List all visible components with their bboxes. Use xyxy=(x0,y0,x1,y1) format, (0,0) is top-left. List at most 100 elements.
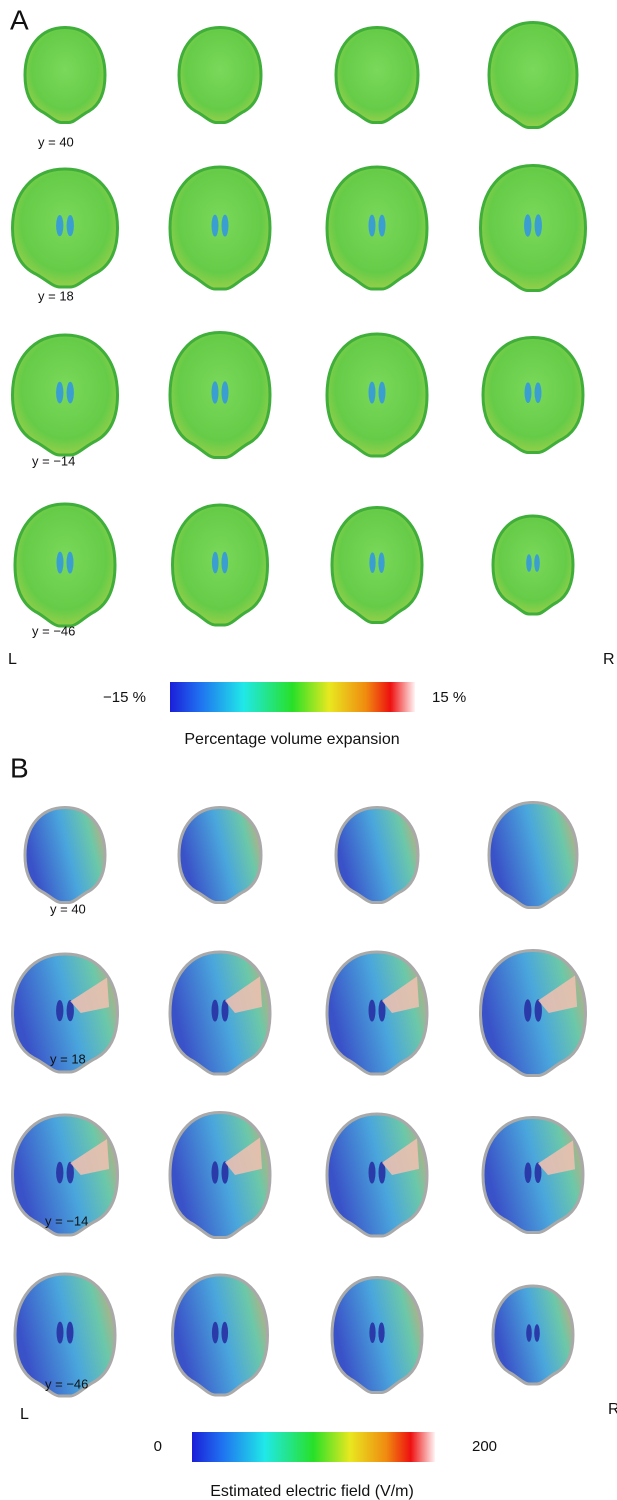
ventricle xyxy=(534,554,540,572)
brain-slice xyxy=(15,1274,115,1396)
brain-outline xyxy=(15,1274,115,1396)
brain-slice xyxy=(170,952,270,1074)
brain-slice xyxy=(327,334,427,456)
row-label: y = −14 xyxy=(45,1213,88,1228)
brain-slice xyxy=(481,166,586,291)
ventricle xyxy=(66,1321,74,1344)
brain-slice xyxy=(336,808,418,903)
ventricle xyxy=(221,999,229,1022)
ventricle xyxy=(221,1161,229,1184)
ventricle xyxy=(56,1000,64,1022)
ventricle xyxy=(211,551,219,574)
row-label: y = 18 xyxy=(50,1051,86,1066)
brain-outline xyxy=(481,166,586,291)
ventricle xyxy=(534,382,542,404)
row-label: y = 18 xyxy=(38,288,74,303)
brain-images xyxy=(13,23,586,1397)
row-label: y = −14 xyxy=(32,453,75,468)
ventricle xyxy=(211,999,219,1022)
colorbar-min: −15 % xyxy=(103,689,146,706)
brain-outline xyxy=(336,808,418,903)
brain-slice xyxy=(170,1113,270,1238)
ventricle xyxy=(66,551,74,574)
ventricle xyxy=(378,1161,386,1184)
brain-outline xyxy=(483,338,583,453)
brain-slice xyxy=(327,1114,427,1236)
field-hotspot xyxy=(70,1139,110,1175)
ventricle xyxy=(221,1321,229,1344)
row-label: y = 40 xyxy=(38,134,74,149)
ventricle xyxy=(56,1321,64,1344)
ventricle xyxy=(534,999,542,1022)
brain-slice xyxy=(327,952,427,1074)
brain-outline xyxy=(336,28,418,123)
field-hotspot xyxy=(382,1138,419,1175)
brain-slice xyxy=(170,333,270,458)
brain-slice xyxy=(173,505,268,625)
ventricle xyxy=(524,1162,532,1184)
brain-outline xyxy=(13,335,118,455)
brain-outline xyxy=(489,23,577,128)
ventricle xyxy=(368,999,376,1022)
ventricle xyxy=(66,1000,74,1022)
brain-slice xyxy=(13,954,118,1072)
ventricle xyxy=(56,551,64,574)
brain-outline xyxy=(173,1275,268,1395)
side-label-right: R xyxy=(603,651,615,668)
ventricle xyxy=(211,381,219,404)
brain-outline xyxy=(327,334,427,456)
brain-outline xyxy=(170,1113,270,1238)
ventricle xyxy=(524,999,532,1022)
brain-outline xyxy=(173,505,268,625)
brain-outline xyxy=(332,508,422,623)
ventricle xyxy=(368,381,376,404)
panel-label: A xyxy=(10,4,29,35)
brain-outline xyxy=(179,808,261,903)
panel-label: B xyxy=(10,752,29,783)
row-label: y = −46 xyxy=(32,623,75,638)
brain-outline xyxy=(15,504,115,626)
ventricle xyxy=(221,381,229,404)
ventricle xyxy=(378,381,386,404)
brain-slice xyxy=(332,508,422,623)
brain-slice xyxy=(483,338,583,453)
ventricle xyxy=(524,214,532,237)
side-label-left: L xyxy=(20,1406,29,1423)
field-hotspot xyxy=(70,977,110,1013)
colorbar xyxy=(192,1432,435,1462)
brain-slice xyxy=(489,803,577,908)
brain-outline xyxy=(170,952,270,1074)
brain-slice xyxy=(493,516,573,614)
brain-slice xyxy=(332,1278,422,1393)
brain-outline xyxy=(327,167,427,289)
brain-slice xyxy=(493,1286,573,1384)
brain-slice xyxy=(336,28,418,123)
ventricle xyxy=(369,552,376,574)
ventricle xyxy=(221,214,229,237)
ventricle xyxy=(211,1321,219,1344)
ventricle xyxy=(211,214,219,237)
brain-slice xyxy=(25,808,105,903)
ventricle xyxy=(56,381,64,404)
brain-outline xyxy=(170,333,270,458)
brain-outline xyxy=(327,1114,427,1236)
colorbar-title: Estimated electric field (V/m) xyxy=(210,1483,414,1500)
ventricle xyxy=(534,1162,542,1184)
ventricle xyxy=(534,1324,540,1342)
brain-outline xyxy=(25,808,105,903)
brain-slice xyxy=(13,335,118,455)
brain-slice xyxy=(15,504,115,626)
ventricle xyxy=(378,214,386,237)
ventricle xyxy=(368,214,376,237)
ventricle xyxy=(66,1161,74,1184)
brain-outline xyxy=(13,1115,118,1235)
ventricle xyxy=(56,215,64,237)
brain-slice xyxy=(179,28,261,123)
brain-outline xyxy=(483,1118,583,1233)
brain-slice xyxy=(481,951,586,1076)
ventricle xyxy=(526,1324,532,1342)
brain-slice xyxy=(13,169,118,287)
side-label-left: L xyxy=(8,651,17,668)
ventricle xyxy=(378,1322,385,1344)
